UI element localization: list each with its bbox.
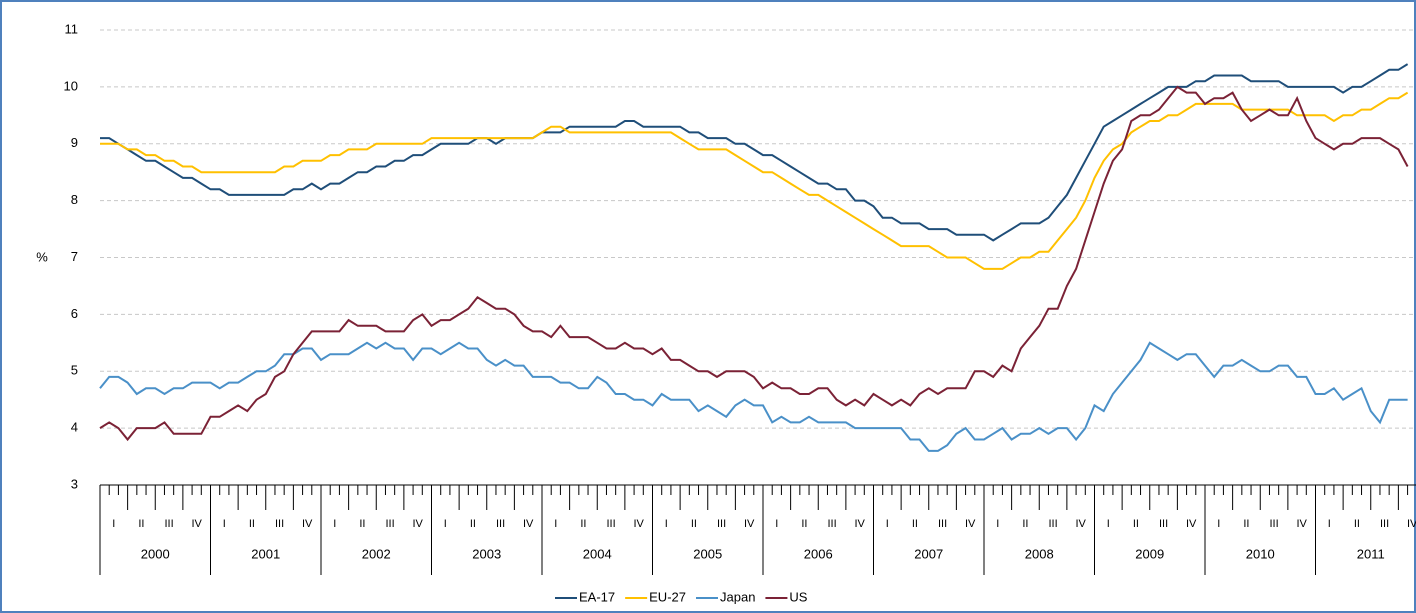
quarter-label: III bbox=[496, 518, 505, 530]
quarter-label: III bbox=[1380, 518, 1389, 530]
y-tick-label: 8 bbox=[71, 192, 78, 207]
quarter-label: II bbox=[359, 518, 365, 530]
y-tick-label: 5 bbox=[71, 363, 78, 378]
quarter-label: II bbox=[1354, 518, 1360, 530]
year-label: 2004 bbox=[583, 546, 612, 561]
quarter-label: IV bbox=[1186, 518, 1197, 530]
y-tick-label: 6 bbox=[71, 306, 78, 321]
quarter-label: I bbox=[665, 518, 668, 530]
quarter-label: II bbox=[470, 518, 476, 530]
quarter-label: III bbox=[1269, 518, 1278, 530]
y-tick-label: 3 bbox=[71, 476, 78, 491]
quarter-label: I bbox=[1328, 518, 1331, 530]
quarter-label: IV bbox=[412, 518, 423, 530]
quarter-label: IV bbox=[302, 518, 313, 530]
y-tick-label: 9 bbox=[71, 135, 78, 150]
quarter-label: II bbox=[580, 518, 586, 530]
y-axis-label: % bbox=[36, 249, 48, 264]
quarter-label: I bbox=[223, 518, 226, 530]
y-tick-label: 10 bbox=[64, 78, 78, 93]
quarter-label: IV bbox=[854, 518, 865, 530]
year-label: 2006 bbox=[804, 546, 833, 561]
quarter-label: III bbox=[827, 518, 836, 530]
quarter-label: II bbox=[1243, 518, 1249, 530]
legend-label: EA-17 bbox=[579, 589, 615, 604]
quarter-label: I bbox=[1107, 518, 1110, 530]
quarter-label: I bbox=[775, 518, 778, 530]
quarter-label: IV bbox=[523, 518, 534, 530]
y-tick-label: 7 bbox=[71, 249, 78, 264]
legend-label: EU-27 bbox=[649, 589, 686, 604]
quarter-label: II bbox=[912, 518, 918, 530]
quarter-label: III bbox=[938, 518, 947, 530]
quarter-label: III bbox=[385, 518, 394, 530]
series-line bbox=[100, 63, 1409, 242]
quarter-label: II bbox=[801, 518, 807, 530]
quarter-label: II bbox=[138, 518, 144, 530]
quarter-label: II bbox=[249, 518, 255, 530]
year-label: 2011 bbox=[1357, 546, 1385, 561]
quarter-label: III bbox=[1048, 518, 1057, 530]
series-line bbox=[99, 341, 1408, 452]
quarter-label: IV bbox=[1296, 518, 1307, 530]
quarter-label: III bbox=[717, 518, 726, 530]
quarter-label: IV bbox=[191, 518, 202, 530]
year-label: 2008 bbox=[1025, 546, 1054, 561]
year-label: 2000 bbox=[141, 546, 170, 561]
legend-label: Japan bbox=[720, 589, 755, 604]
y-tick-label: 4 bbox=[71, 420, 78, 435]
quarter-label: I bbox=[996, 518, 999, 530]
legend-label: US bbox=[789, 589, 807, 604]
quarter-label: IV bbox=[744, 518, 755, 530]
quarter-label: I bbox=[333, 518, 336, 530]
quarter-label: I bbox=[886, 518, 889, 530]
quarter-label: II bbox=[1022, 518, 1028, 530]
quarter-label: IV bbox=[965, 518, 976, 530]
quarter-label: I bbox=[1217, 518, 1220, 530]
quarter-label: III bbox=[606, 518, 615, 530]
quarter-label: IV bbox=[633, 518, 644, 530]
quarter-label: IV bbox=[1407, 518, 1416, 530]
year-label: 2009 bbox=[1135, 546, 1164, 561]
quarter-label: III bbox=[164, 518, 173, 530]
year-label: 2001 bbox=[251, 546, 280, 561]
series-line bbox=[100, 91, 1409, 270]
quarter-label: II bbox=[691, 518, 697, 530]
year-label: 2002 bbox=[362, 546, 391, 561]
quarter-label: I bbox=[112, 518, 115, 530]
quarter-label: III bbox=[1159, 518, 1168, 530]
quarter-label: I bbox=[444, 518, 447, 530]
quarter-label: III bbox=[275, 518, 284, 530]
y-tick-label: 11 bbox=[65, 21, 79, 36]
year-label: 2010 bbox=[1246, 546, 1275, 561]
series-line bbox=[99, 85, 1409, 442]
quarter-label: I bbox=[554, 518, 557, 530]
year-label: 2007 bbox=[914, 546, 943, 561]
year-label: 2005 bbox=[693, 546, 722, 561]
quarter-label: IV bbox=[1075, 518, 1086, 530]
year-label: 2003 bbox=[472, 546, 501, 561]
quarter-label: II bbox=[1133, 518, 1139, 530]
